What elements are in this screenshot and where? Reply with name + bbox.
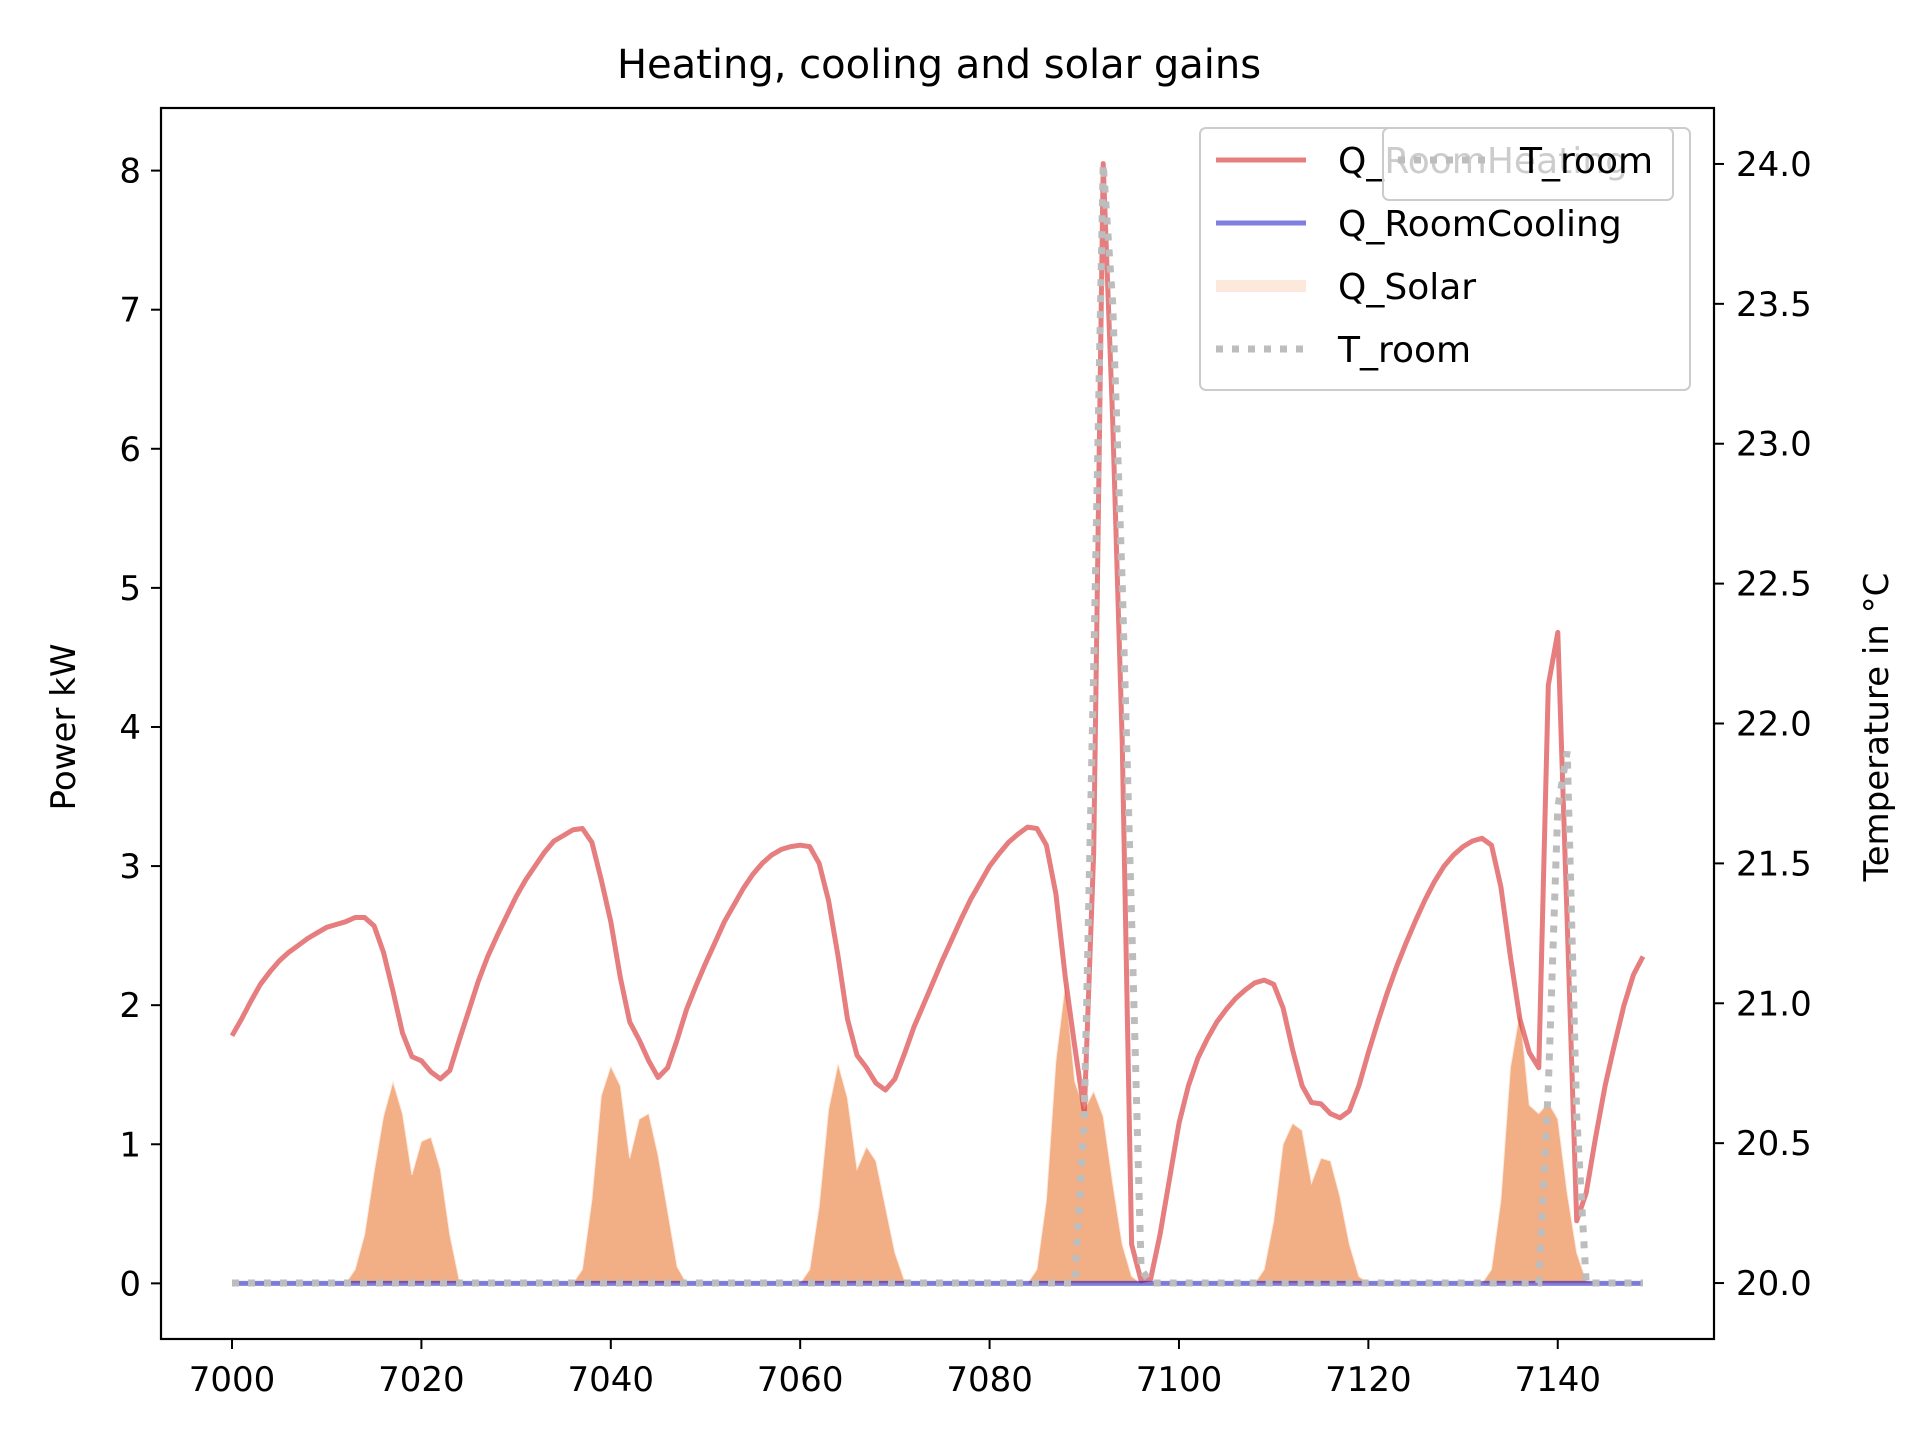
y2-tick-label: 21.0 <box>1736 984 1812 1024</box>
legend-secondary-box <box>1382 127 1674 201</box>
legend-label-cooling: Q_RoomCooling <box>1338 204 1622 245</box>
y2-tick-label: 22.0 <box>1736 705 1812 745</box>
series-q-solar-area <box>232 984 1643 1284</box>
plot-frame <box>159 106 1716 1341</box>
x-tick-label: 7060 <box>757 1360 844 1400</box>
legend-label-solar: Q_Solar <box>1338 267 1476 308</box>
y2-tick-label: 20.5 <box>1736 1124 1812 1164</box>
y2-tick-label: 23.5 <box>1736 285 1812 325</box>
chart-title: Heating, cooling and solar gains <box>617 42 1261 88</box>
y-tick-label: 5 <box>119 569 141 609</box>
x-tick-label: 7020 <box>378 1360 465 1400</box>
y-axis-label: Power kW <box>44 644 84 811</box>
y-tick-label: 3 <box>119 847 141 887</box>
y-axis-ticks: 0 1 2 3 4 5 6 7 8 <box>119 152 161 1304</box>
plot-series <box>229 161 1646 1287</box>
series-q-room-heating-line <box>229 161 1646 1284</box>
legend-secondary-label-troom: T_room <box>1519 141 1653 182</box>
x-tick-label: 7080 <box>946 1360 1033 1400</box>
x-tick-label: 7140 <box>1514 1360 1601 1400</box>
y-tick-label: 1 <box>119 1125 141 1165</box>
y-tick-label: 4 <box>119 708 141 748</box>
y2-tick-label: 24.0 <box>1736 145 1812 185</box>
y-tick-label: 2 <box>119 986 141 1026</box>
x-axis-ticks: 7000 7020 7040 7060 7080 7100 7120 7140 <box>189 1339 1601 1400</box>
y2-axis-label: Temperature in °C <box>1857 573 1897 883</box>
y2-tick-label: 22.5 <box>1736 565 1812 605</box>
y2-tick-label: 23.0 <box>1736 425 1812 465</box>
y2-tick-label: 20.0 <box>1736 1264 1812 1304</box>
x-tick-label: 7000 <box>189 1360 276 1400</box>
y-tick-label: 0 <box>119 1264 141 1304</box>
x-tick-label: 7100 <box>1136 1360 1223 1400</box>
y-tick-label: 7 <box>119 291 141 331</box>
legend-secondary: T_room <box>1382 127 1674 201</box>
y-tick-label: 8 <box>119 152 141 192</box>
y2-tick-label: 21.5 <box>1736 844 1812 884</box>
legend-swatch-solar <box>1216 280 1306 292</box>
legend-label-troom: T_room <box>1337 330 1471 371</box>
x-tick-label: 7040 <box>568 1360 655 1400</box>
y-tick-label: 6 <box>119 430 141 470</box>
y2-axis-ticks: 20.0 20.5 21.0 21.5 22.0 22.5 23.0 23.5 24.0 <box>1714 145 1812 1304</box>
x-tick-label: 7120 <box>1325 1360 1412 1400</box>
